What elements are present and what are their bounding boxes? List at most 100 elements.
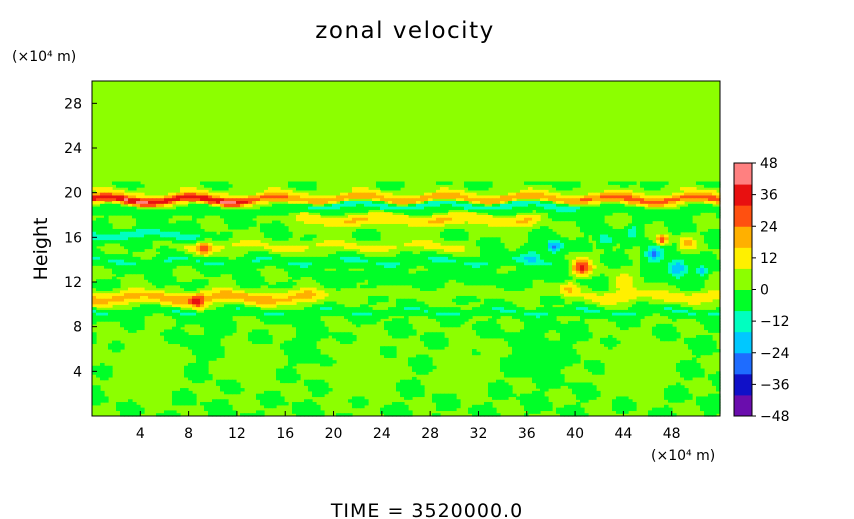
heatmap-cell <box>432 279 437 283</box>
heatmap-cell <box>128 231 133 236</box>
heatmap-cell <box>352 265 357 269</box>
heatmap-cell <box>444 256 449 261</box>
heatmap-cell <box>584 223 589 227</box>
heatmap-cell <box>132 226 137 230</box>
heatmap-cell <box>652 270 657 275</box>
heatmap-cell <box>424 259 429 264</box>
heatmap-cell <box>684 259 689 264</box>
heatmap-cell <box>292 262 297 266</box>
heatmap-cell <box>424 223 429 227</box>
heatmap-cell <box>612 262 617 266</box>
heatmap-cell <box>540 259 545 264</box>
heatmap-cell <box>692 209 697 213</box>
heatmap-cell <box>460 192 465 197</box>
heatmap-cell <box>368 262 373 266</box>
heatmap-cell <box>376 231 381 236</box>
heatmap-cell <box>176 223 181 227</box>
heatmap-cell <box>408 301 413 305</box>
heatmap-cell <box>280 245 285 250</box>
heatmap-cell <box>404 195 409 199</box>
heatmap-cell <box>248 312 253 317</box>
heatmap-cell <box>668 304 673 308</box>
heatmap-cell <box>400 312 405 317</box>
heatmap-cell <box>124 237 129 241</box>
heatmap-cell <box>676 220 681 224</box>
heatmap-cell <box>360 270 365 275</box>
heatmap-cell <box>556 273 561 278</box>
heatmap-cell <box>372 295 377 300</box>
heatmap-cell <box>452 259 457 264</box>
heatmap-cell <box>304 184 309 188</box>
heatmap-cell <box>472 209 477 213</box>
heatmap-cell <box>368 315 373 319</box>
heatmap-cell <box>128 212 133 216</box>
heatmap-cell <box>360 312 365 317</box>
heatmap-cell <box>388 187 393 191</box>
heatmap-cell <box>92 307 97 311</box>
heatmap-cell <box>100 251 105 255</box>
heatmap-cell <box>92 309 97 314</box>
heatmap-cell <box>304 290 309 294</box>
heatmap-cell <box>384 206 389 211</box>
heatmap-cell <box>372 234 377 238</box>
heatmap-cell <box>620 231 625 236</box>
heatmap-cell <box>604 282 609 286</box>
heatmap-cell <box>588 220 593 224</box>
heatmap-cell <box>616 181 621 185</box>
heatmap-cell <box>428 259 433 264</box>
heatmap-cell <box>236 279 241 283</box>
heatmap-cell <box>200 315 205 319</box>
heatmap-cell <box>628 198 633 202</box>
heatmap-cell <box>688 192 693 197</box>
heatmap-cell <box>716 262 721 266</box>
heatmap-cell <box>332 198 337 202</box>
heatmap-cell <box>668 279 673 283</box>
heatmap-cell <box>124 259 129 264</box>
heatmap-cell <box>164 212 169 216</box>
heatmap-cell <box>520 192 525 197</box>
heatmap-cell <box>92 234 97 238</box>
heatmap-cell <box>592 192 597 197</box>
heatmap-cell <box>372 268 377 272</box>
heatmap-cell <box>100 279 105 283</box>
heatmap-cell <box>432 315 437 319</box>
heatmap-cell <box>668 276 673 280</box>
heatmap-cell <box>596 212 601 216</box>
heatmap-cell <box>320 259 325 264</box>
heatmap-cell <box>216 203 221 208</box>
heatmap-cell <box>712 231 717 236</box>
heatmap-cell <box>520 287 525 291</box>
heatmap-cell <box>616 312 621 317</box>
heatmap-cell <box>544 228 549 233</box>
heatmap-cell <box>580 248 585 252</box>
heatmap-cell <box>604 237 609 241</box>
heatmap-cell <box>640 240 645 244</box>
heatmap-cell <box>136 237 141 241</box>
heatmap-cell <box>136 248 141 252</box>
heatmap-cell <box>112 195 117 199</box>
heatmap-cell <box>312 206 317 211</box>
heatmap-cell <box>628 240 633 244</box>
heatmap-cell <box>216 245 221 250</box>
heatmap-cell <box>608 259 613 264</box>
heatmap-cell <box>252 195 257 199</box>
heatmap-cell <box>368 256 373 261</box>
heatmap-cell <box>680 309 685 314</box>
heatmap-cell <box>520 248 525 252</box>
heatmap-cell <box>548 215 553 219</box>
heatmap-cell <box>256 192 261 197</box>
heatmap-cell <box>584 259 589 264</box>
heatmap-cell <box>492 203 497 208</box>
heatmap-cell <box>108 284 113 289</box>
heatmap-cell <box>552 256 557 261</box>
heatmap-cell <box>452 307 457 311</box>
heatmap-cell <box>688 298 693 303</box>
heatmap-cell <box>288 262 293 266</box>
heatmap-cell <box>120 293 125 297</box>
heatmap-cell <box>496 259 501 264</box>
heatmap-cell <box>136 265 141 269</box>
heatmap-cell <box>548 295 553 300</box>
heatmap-cell <box>296 209 301 213</box>
heatmap-cell <box>704 231 709 236</box>
heatmap-cell <box>664 254 669 258</box>
